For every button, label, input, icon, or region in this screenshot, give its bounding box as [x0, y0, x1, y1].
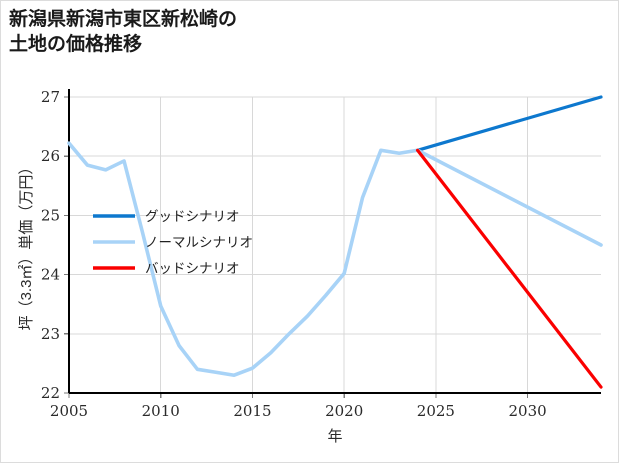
legend-label-0: グッドシナリオ — [145, 209, 240, 224]
page-title: 新潟県新潟市東区新松崎の 土地の価格推移 — [9, 9, 238, 56]
x-tick-label: 2015 — [233, 402, 271, 420]
x-tick-label: 2020 — [325, 402, 363, 420]
series-line-good — [415, 95, 603, 152]
series-line-bad — [415, 148, 603, 389]
data-series — [67, 95, 603, 389]
axis-spines — [67, 89, 601, 395]
x-tick-label: 2030 — [509, 402, 547, 420]
x-tick-labels: 2005 2010 2015 2020 2025 2030 — [50, 402, 547, 420]
y-tick-label: 26 — [41, 147, 60, 165]
y-tick-label: 22 — [41, 384, 60, 402]
x-tick-label: 2010 — [142, 402, 180, 420]
x-axis-title: 年 — [327, 428, 342, 445]
legend-label-1: ノーマルシナリオ — [145, 235, 253, 250]
y-tick-label: 23 — [41, 325, 60, 343]
x-tick-label: 2025 — [417, 402, 455, 420]
x-tick-label: 2005 — [50, 402, 88, 420]
legend-label-2: バッドシナリオ — [145, 261, 240, 276]
y-axis-title: 坪（3.3㎡）単価（万円） — [18, 160, 35, 331]
y-tick-labels: 22 23 24 25 26 27 — [41, 88, 60, 402]
y-tick-label: 25 — [41, 206, 60, 224]
y-tick-label: 27 — [41, 88, 60, 106]
series-line-normal — [67, 141, 603, 378]
y-tick-label: 24 — [41, 266, 60, 284]
tick-marks — [64, 96, 529, 398]
axis-titles: 年 坪（3.3㎡）単価（万円） — [18, 160, 343, 445]
